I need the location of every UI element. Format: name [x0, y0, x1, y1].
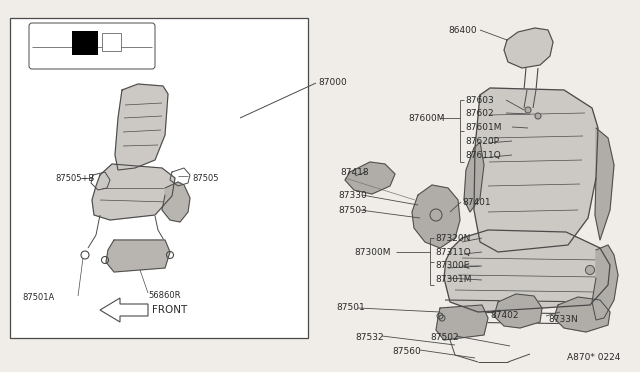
Polygon shape	[464, 142, 484, 212]
Text: 87301M: 87301M	[435, 276, 472, 285]
Text: 87401: 87401	[462, 198, 491, 206]
Text: A870* 0224: A870* 0224	[566, 353, 620, 362]
Polygon shape	[436, 305, 488, 340]
Text: 87320N: 87320N	[435, 234, 470, 243]
Text: 87611Q: 87611Q	[465, 151, 500, 160]
Text: 87603: 87603	[465, 96, 493, 105]
Polygon shape	[554, 297, 610, 332]
Circle shape	[525, 107, 531, 113]
Text: 87300E: 87300E	[435, 262, 469, 270]
Text: 87501A: 87501A	[22, 294, 54, 302]
Bar	[102, 33, 121, 51]
Polygon shape	[106, 240, 170, 272]
Text: 87501: 87501	[336, 304, 365, 312]
Text: 87505: 87505	[192, 173, 218, 183]
Circle shape	[535, 113, 541, 119]
Bar	[10, 18, 308, 338]
FancyBboxPatch shape	[29, 23, 155, 69]
Circle shape	[586, 266, 595, 275]
Polygon shape	[345, 162, 395, 194]
Polygon shape	[412, 185, 460, 248]
Text: 87000: 87000	[318, 77, 347, 87]
Text: 87600M: 87600M	[408, 113, 445, 122]
Polygon shape	[592, 245, 618, 320]
Text: 87503: 87503	[338, 205, 367, 215]
Text: 87311Q: 87311Q	[435, 247, 471, 257]
Text: 87601M: 87601M	[465, 122, 502, 131]
Polygon shape	[595, 128, 614, 240]
Text: 87560: 87560	[392, 347, 420, 356]
Text: 87330: 87330	[338, 190, 367, 199]
Polygon shape	[92, 164, 175, 220]
Text: 87620P: 87620P	[465, 137, 499, 145]
Text: 87402: 87402	[490, 311, 518, 320]
Text: 87418: 87418	[340, 167, 369, 176]
Bar	[72, 31, 98, 55]
Text: 87602: 87602	[465, 109, 493, 118]
Text: 87502: 87502	[430, 334, 459, 343]
Polygon shape	[100, 298, 148, 322]
Text: 86400: 86400	[448, 26, 477, 35]
Text: 8733N: 8733N	[548, 315, 578, 324]
Text: FRONT: FRONT	[152, 305, 188, 315]
Text: 87505+B: 87505+B	[55, 173, 94, 183]
Text: 87532: 87532	[355, 334, 383, 343]
Text: 56860R: 56860R	[148, 291, 180, 299]
Polygon shape	[494, 294, 542, 328]
Polygon shape	[444, 230, 610, 312]
Polygon shape	[162, 182, 190, 222]
Polygon shape	[474, 88, 598, 252]
Polygon shape	[115, 84, 168, 170]
Polygon shape	[504, 28, 553, 68]
Text: 87300M: 87300M	[354, 247, 390, 257]
